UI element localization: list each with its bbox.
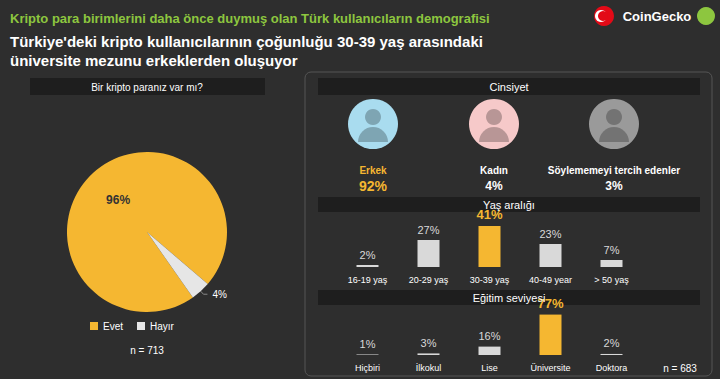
- svg-text:4%: 4%: [212, 289, 227, 300]
- svg-text:Kripto para birimlerini daha ö: Kripto para birimlerini daha önce duymuş…: [10, 11, 490, 26]
- svg-text:92%: 92%: [359, 178, 388, 194]
- svg-text:Evet: Evet: [103, 321, 123, 332]
- svg-text:Üniversite: Üniversite: [530, 363, 570, 373]
- svg-text:16-19 yaş: 16-19 yaş: [348, 275, 388, 285]
- svg-text:Hayır: Hayır: [150, 321, 175, 332]
- svg-text:30-39 yaş: 30-39 yaş: [470, 275, 510, 285]
- svg-text:1%: 1%: [360, 338, 376, 350]
- svg-text:7%: 7%: [604, 244, 620, 256]
- svg-text:27%: 27%: [417, 224, 439, 236]
- svg-text:Yaş aralığı: Yaş aralığı: [483, 199, 535, 211]
- svg-text:n = 713: n = 713: [130, 345, 164, 356]
- svg-text:4%: 4%: [485, 179, 503, 193]
- svg-text:üniversite mezunu erkeklerden: üniversite mezunu erkeklerden oluşuyor: [10, 52, 298, 69]
- svg-text:Hiçbiri: Hiçbiri: [355, 363, 380, 373]
- svg-text:20-29 yaş: 20-29 yaş: [409, 275, 449, 285]
- svg-text:Lise: Lise: [481, 363, 498, 373]
- svg-text:Cinsiyet: Cinsiyet: [489, 81, 528, 93]
- svg-text:16%: 16%: [478, 330, 500, 342]
- svg-text:3%: 3%: [421, 337, 437, 349]
- svg-text:Kadın: Kadın: [480, 165, 508, 176]
- svg-text:İlkokul: İlkokul: [416, 363, 442, 373]
- svg-text:Erkek: Erkek: [359, 165, 387, 176]
- svg-text:Bir kripto paranız var mı?: Bir kripto paranız var mı?: [91, 82, 203, 93]
- svg-text:41%: 41%: [476, 207, 503, 222]
- svg-text:Türkiye'deki kripto kullanıcıl: Türkiye'deki kripto kullanıcılarının çoğ…: [10, 33, 487, 50]
- svg-text:2%: 2%: [360, 249, 376, 261]
- svg-text:n = 683: n = 683: [663, 363, 697, 374]
- svg-text:23%: 23%: [539, 228, 561, 240]
- svg-text:> 50 yaş: > 50 yaş: [594, 275, 629, 285]
- svg-text:Doktora: Doktora: [596, 363, 628, 373]
- svg-text:2%: 2%: [604, 337, 620, 349]
- svg-text:40-49 year: 40-49 year: [529, 275, 572, 285]
- svg-text:96%: 96%: [106, 193, 130, 207]
- svg-text:77%: 77%: [537, 295, 564, 311]
- svg-text:Eğitim seviyesi: Eğitim seviyesi: [473, 292, 546, 304]
- svg-text:Söylememeyi tercih edenler: Söylememeyi tercih edenler: [548, 165, 680, 176]
- svg-text:3%: 3%: [605, 179, 623, 193]
- svg-text:CoinGecko: CoinGecko: [623, 9, 692, 24]
